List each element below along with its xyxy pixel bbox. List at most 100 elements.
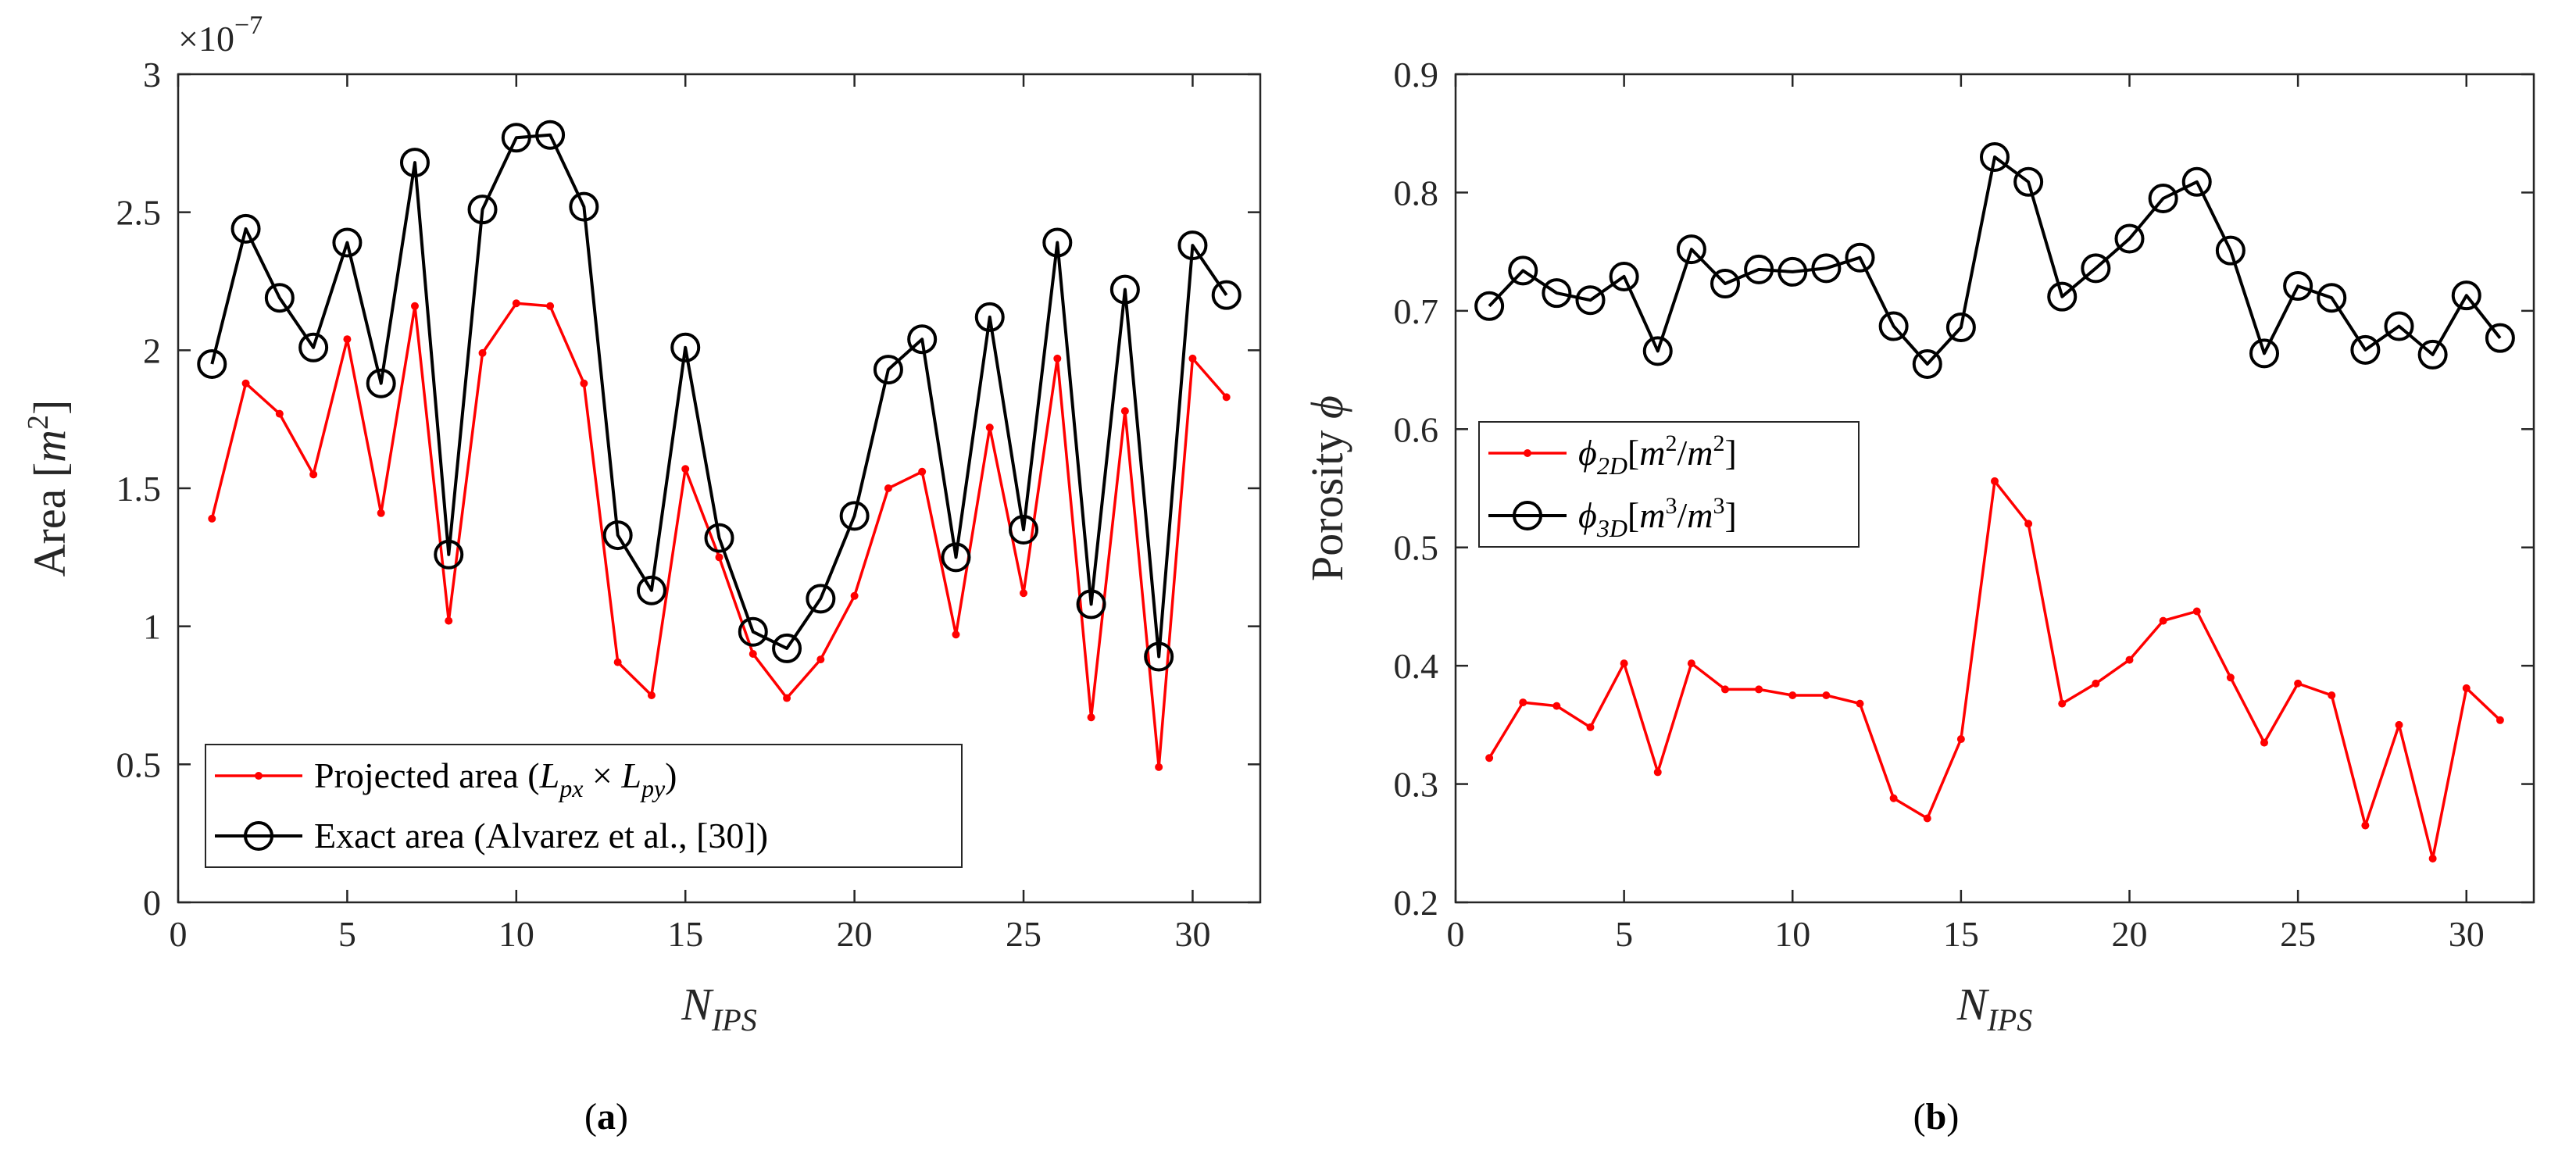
- data-point: [941, 542, 971, 573]
- series-projected-area: [208, 299, 1231, 771]
- data-point: [2395, 720, 2403, 729]
- data-point: [2181, 166, 2212, 197]
- legend-entry: ϕ2D[m2/m2]: [1578, 430, 1737, 480]
- y-tick-label: 0.5: [1394, 528, 1439, 568]
- data-point: [1586, 723, 1595, 731]
- data-point: [1222, 393, 1231, 402]
- data-point: [1519, 698, 1527, 707]
- data-point: [738, 616, 768, 647]
- legend: Projected area (Lpx × Lpy) Exact area (Al…: [205, 744, 963, 868]
- data-point: [1687, 659, 1695, 668]
- x-tick-label: 10: [1774, 914, 1810, 954]
- data-point: [1744, 254, 1774, 284]
- data-point: [2384, 311, 2414, 341]
- data-point: [501, 123, 531, 153]
- x-tick-label: 30: [2449, 914, 2485, 954]
- data-point: [2092, 679, 2100, 688]
- data-point: [445, 616, 453, 625]
- data-point: [974, 302, 1005, 332]
- data-point: [1912, 349, 1942, 379]
- data-point: [332, 227, 363, 258]
- data-point: [1620, 659, 1628, 668]
- data-point: [1155, 762, 1163, 771]
- data-point: [2058, 699, 2067, 708]
- data-point: [850, 591, 859, 600]
- data-point: [636, 575, 666, 605]
- data-point: [670, 332, 701, 362]
- chart-panel-b: 0 5 10 15 20 25 30 0.2 0.3 0.4 0.5 0.6 0.7 0.8 0.9 NIPS…: [1302, 55, 2535, 1138]
- series-phi-2d: [1485, 477, 2504, 862]
- data-point: [2462, 684, 2471, 692]
- y-tick-label: 0.4: [1394, 646, 1439, 686]
- x-tick-label: 5: [338, 914, 356, 954]
- data-point: [985, 423, 994, 432]
- data-point: [230, 213, 261, 244]
- x-tick-label: 25: [2280, 914, 2316, 954]
- data-point: [2047, 281, 2078, 312]
- data-point: [715, 553, 723, 562]
- data-point: [434, 539, 464, 570]
- data-point: [1109, 274, 1140, 305]
- y-tick-label: 2.5: [116, 193, 162, 233]
- data-point: [1721, 685, 1729, 694]
- data-point: [366, 368, 396, 398]
- legend-entry: Exact area (Alvarez et al., [30]): [314, 816, 768, 855]
- data-point: [298, 332, 329, 362]
- data-point: [1710, 269, 1740, 299]
- data-point: [1777, 256, 1808, 287]
- data-point: [1755, 685, 1763, 694]
- data-point: [704, 523, 734, 553]
- legend-marker: [1524, 449, 1531, 457]
- data-point: [2013, 166, 2044, 197]
- data-point: [1923, 814, 1931, 823]
- data-point: [1845, 242, 1875, 273]
- legend-box: [205, 744, 963, 868]
- data-point: [2485, 323, 2515, 353]
- data-point: [1945, 312, 1976, 343]
- y-tick-label: 1.5: [116, 469, 162, 509]
- data-point: [1076, 589, 1106, 620]
- data-point: [2024, 520, 2033, 528]
- data-point: [2260, 738, 2268, 747]
- data-point: [2114, 223, 2145, 254]
- axes-box: [1454, 73, 2535, 904]
- data-point: [1020, 589, 1028, 598]
- data-point: [2283, 271, 2313, 302]
- data-point: [241, 379, 250, 388]
- data-point: [839, 501, 870, 531]
- data-point: [2328, 691, 2336, 699]
- data-point: [2496, 716, 2504, 724]
- data-point: [1991, 477, 1999, 485]
- data-point: [1676, 234, 1706, 265]
- x-tick-label: 30: [1174, 914, 1210, 954]
- data-point: [1188, 354, 1197, 362]
- data-point: [1211, 280, 1242, 310]
- series-exact-area: [197, 120, 1242, 672]
- data-point: [613, 658, 622, 666]
- data-point: [535, 120, 566, 150]
- data-point: [2215, 235, 2246, 266]
- data-point: [2226, 673, 2235, 682]
- data-point: [1980, 142, 2010, 172]
- legend: ϕ2D[m2/m2] ϕ3D[m3/m3]: [1478, 421, 1860, 548]
- data-point: [783, 694, 791, 702]
- data-point: [1822, 691, 1831, 699]
- legend-marker: [255, 772, 263, 780]
- y-tick-label: 0.9: [1394, 55, 1439, 95]
- data-point: [2417, 339, 2448, 370]
- data-point: [1053, 354, 1062, 362]
- data-point: [816, 655, 825, 664]
- x-axis-label: NIPS: [681, 979, 756, 1038]
- data-point: [2192, 607, 2201, 616]
- x-tick-label: 0: [170, 914, 188, 954]
- y-exponent-label: ×10−7: [178, 11, 263, 59]
- data-point: [2148, 184, 2178, 213]
- panel-caption: (b): [1913, 1096, 1960, 1138]
- data-point: [2159, 616, 2167, 625]
- data-point: [2428, 854, 2437, 862]
- x-tick-label: 20: [837, 914, 873, 954]
- y-tick-label: 0.5: [116, 745, 162, 784]
- data-point: [1856, 699, 1864, 708]
- legend-entry: Projected area (Lpx × Lpy): [314, 755, 677, 802]
- y-tick-label: 0.7: [1394, 291, 1439, 331]
